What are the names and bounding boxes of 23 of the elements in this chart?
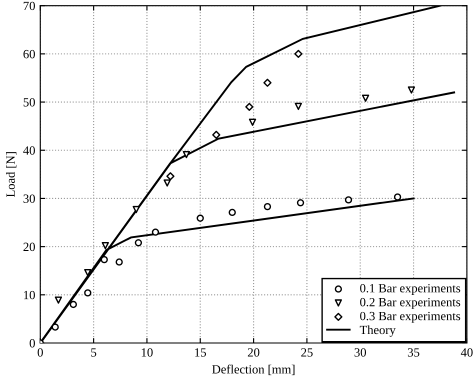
x-axis-title: Deflection [mm] <box>212 364 294 376</box>
y-tick-label: 0 <box>30 339 35 348</box>
legend-label: Theory <box>360 325 396 337</box>
x-tick-label: 35 <box>408 348 420 357</box>
y-tick-label: 40 <box>23 146 35 155</box>
y-tick-label: 10 <box>24 290 35 300</box>
y-tick-label: 30 <box>24 194 35 203</box>
y-tick-label: 20 <box>23 242 35 252</box>
legend-label: 0.1 Bar experiments <box>360 284 460 295</box>
y-axis-title: Load [N] <box>6 152 16 198</box>
x-tick-label: 0 <box>38 348 43 357</box>
x-tick-label: 20 <box>248 348 260 357</box>
legend-label: 0.3 Bar experiments <box>360 312 460 323</box>
x-tick-label: 40 <box>460 348 473 357</box>
x-tick-label: 15 <box>195 348 206 357</box>
y-tick-label: 50 <box>24 98 35 107</box>
legend-label: 0.2 Bar experiments <box>360 298 460 309</box>
x-tick-label: 10 <box>142 348 153 357</box>
y-tick-label: 70 <box>24 2 35 10</box>
y-tick-label: 60 <box>23 50 35 58</box>
x-tick-label: 5 <box>91 348 96 357</box>
x-tick-label: 25 <box>301 348 313 357</box>
x-tick-label: 30 <box>354 348 366 357</box>
